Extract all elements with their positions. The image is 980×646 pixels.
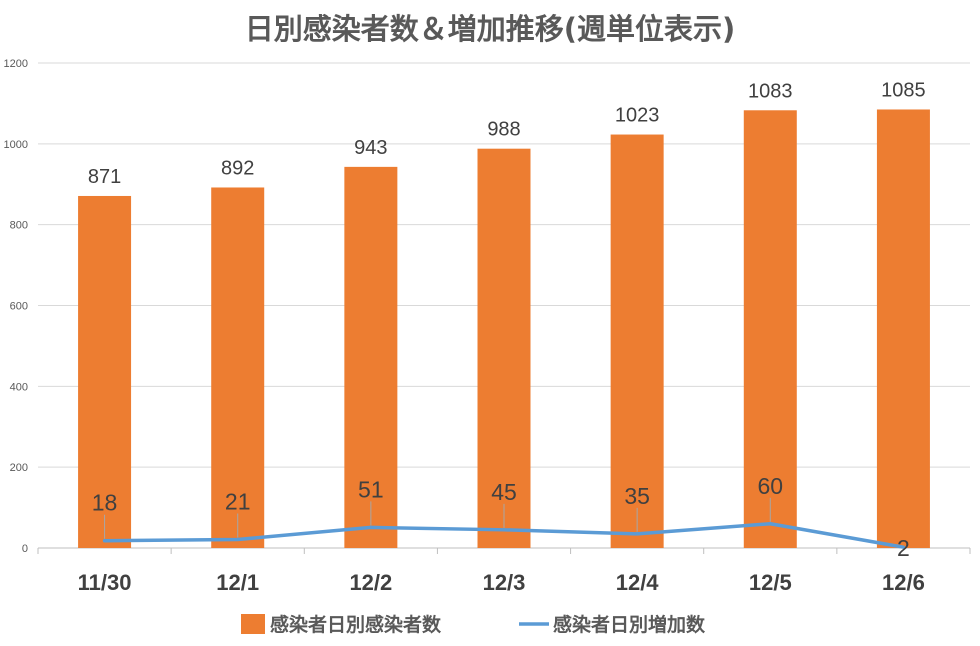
bar xyxy=(876,109,930,549)
legend-swatch-bar xyxy=(241,614,265,634)
y-tick-label: 400 xyxy=(10,381,28,393)
bar-data-label: 892 xyxy=(221,157,254,179)
y-tick-label: 1000 xyxy=(4,139,28,151)
x-category-label: 12/4 xyxy=(616,570,660,595)
bar-data-label: 943 xyxy=(354,137,387,159)
bar xyxy=(743,110,797,548)
chart-title: 日別感染者数＆増加推移(週単位表示) xyxy=(244,12,736,46)
x-category-label: 12/5 xyxy=(749,570,792,595)
y-tick-label: 1200 xyxy=(4,58,28,70)
x-category-label: 12/3 xyxy=(483,570,526,595)
y-tick-label: 200 xyxy=(10,462,28,474)
x-category-label: 12/2 xyxy=(349,570,392,595)
bar-data-label: 1085 xyxy=(881,79,926,101)
line-data-label: 45 xyxy=(491,479,517,505)
line-data-label: 51 xyxy=(358,476,384,502)
y-tick-label: 600 xyxy=(10,301,28,313)
x-category-label: 12/1 xyxy=(216,570,259,595)
bar xyxy=(211,187,265,548)
bar xyxy=(344,166,398,548)
bar-data-label: 1083 xyxy=(748,80,793,102)
bar xyxy=(78,195,132,549)
line-data-label: 2 xyxy=(897,535,910,561)
line-data-label: 35 xyxy=(624,483,650,509)
y-tick-label: 0 xyxy=(22,543,28,555)
y-tick-label: 800 xyxy=(10,220,28,232)
line-data-label: 21 xyxy=(225,489,251,515)
legend-label: 感染者日別増加数 xyxy=(553,613,706,636)
line-data-label: 18 xyxy=(92,490,118,516)
line-data-label: 60 xyxy=(757,473,783,499)
bar xyxy=(610,134,664,548)
x-category-label: 12/6 xyxy=(882,570,925,595)
bar-data-label: 988 xyxy=(487,119,520,141)
bar xyxy=(477,148,531,548)
x-category-label: 11/30 xyxy=(78,570,132,595)
legend-label: 感染者日別感染者数 xyxy=(270,613,442,636)
bar-data-label: 871 xyxy=(88,166,121,188)
bar-data-label: 1023 xyxy=(615,105,660,127)
